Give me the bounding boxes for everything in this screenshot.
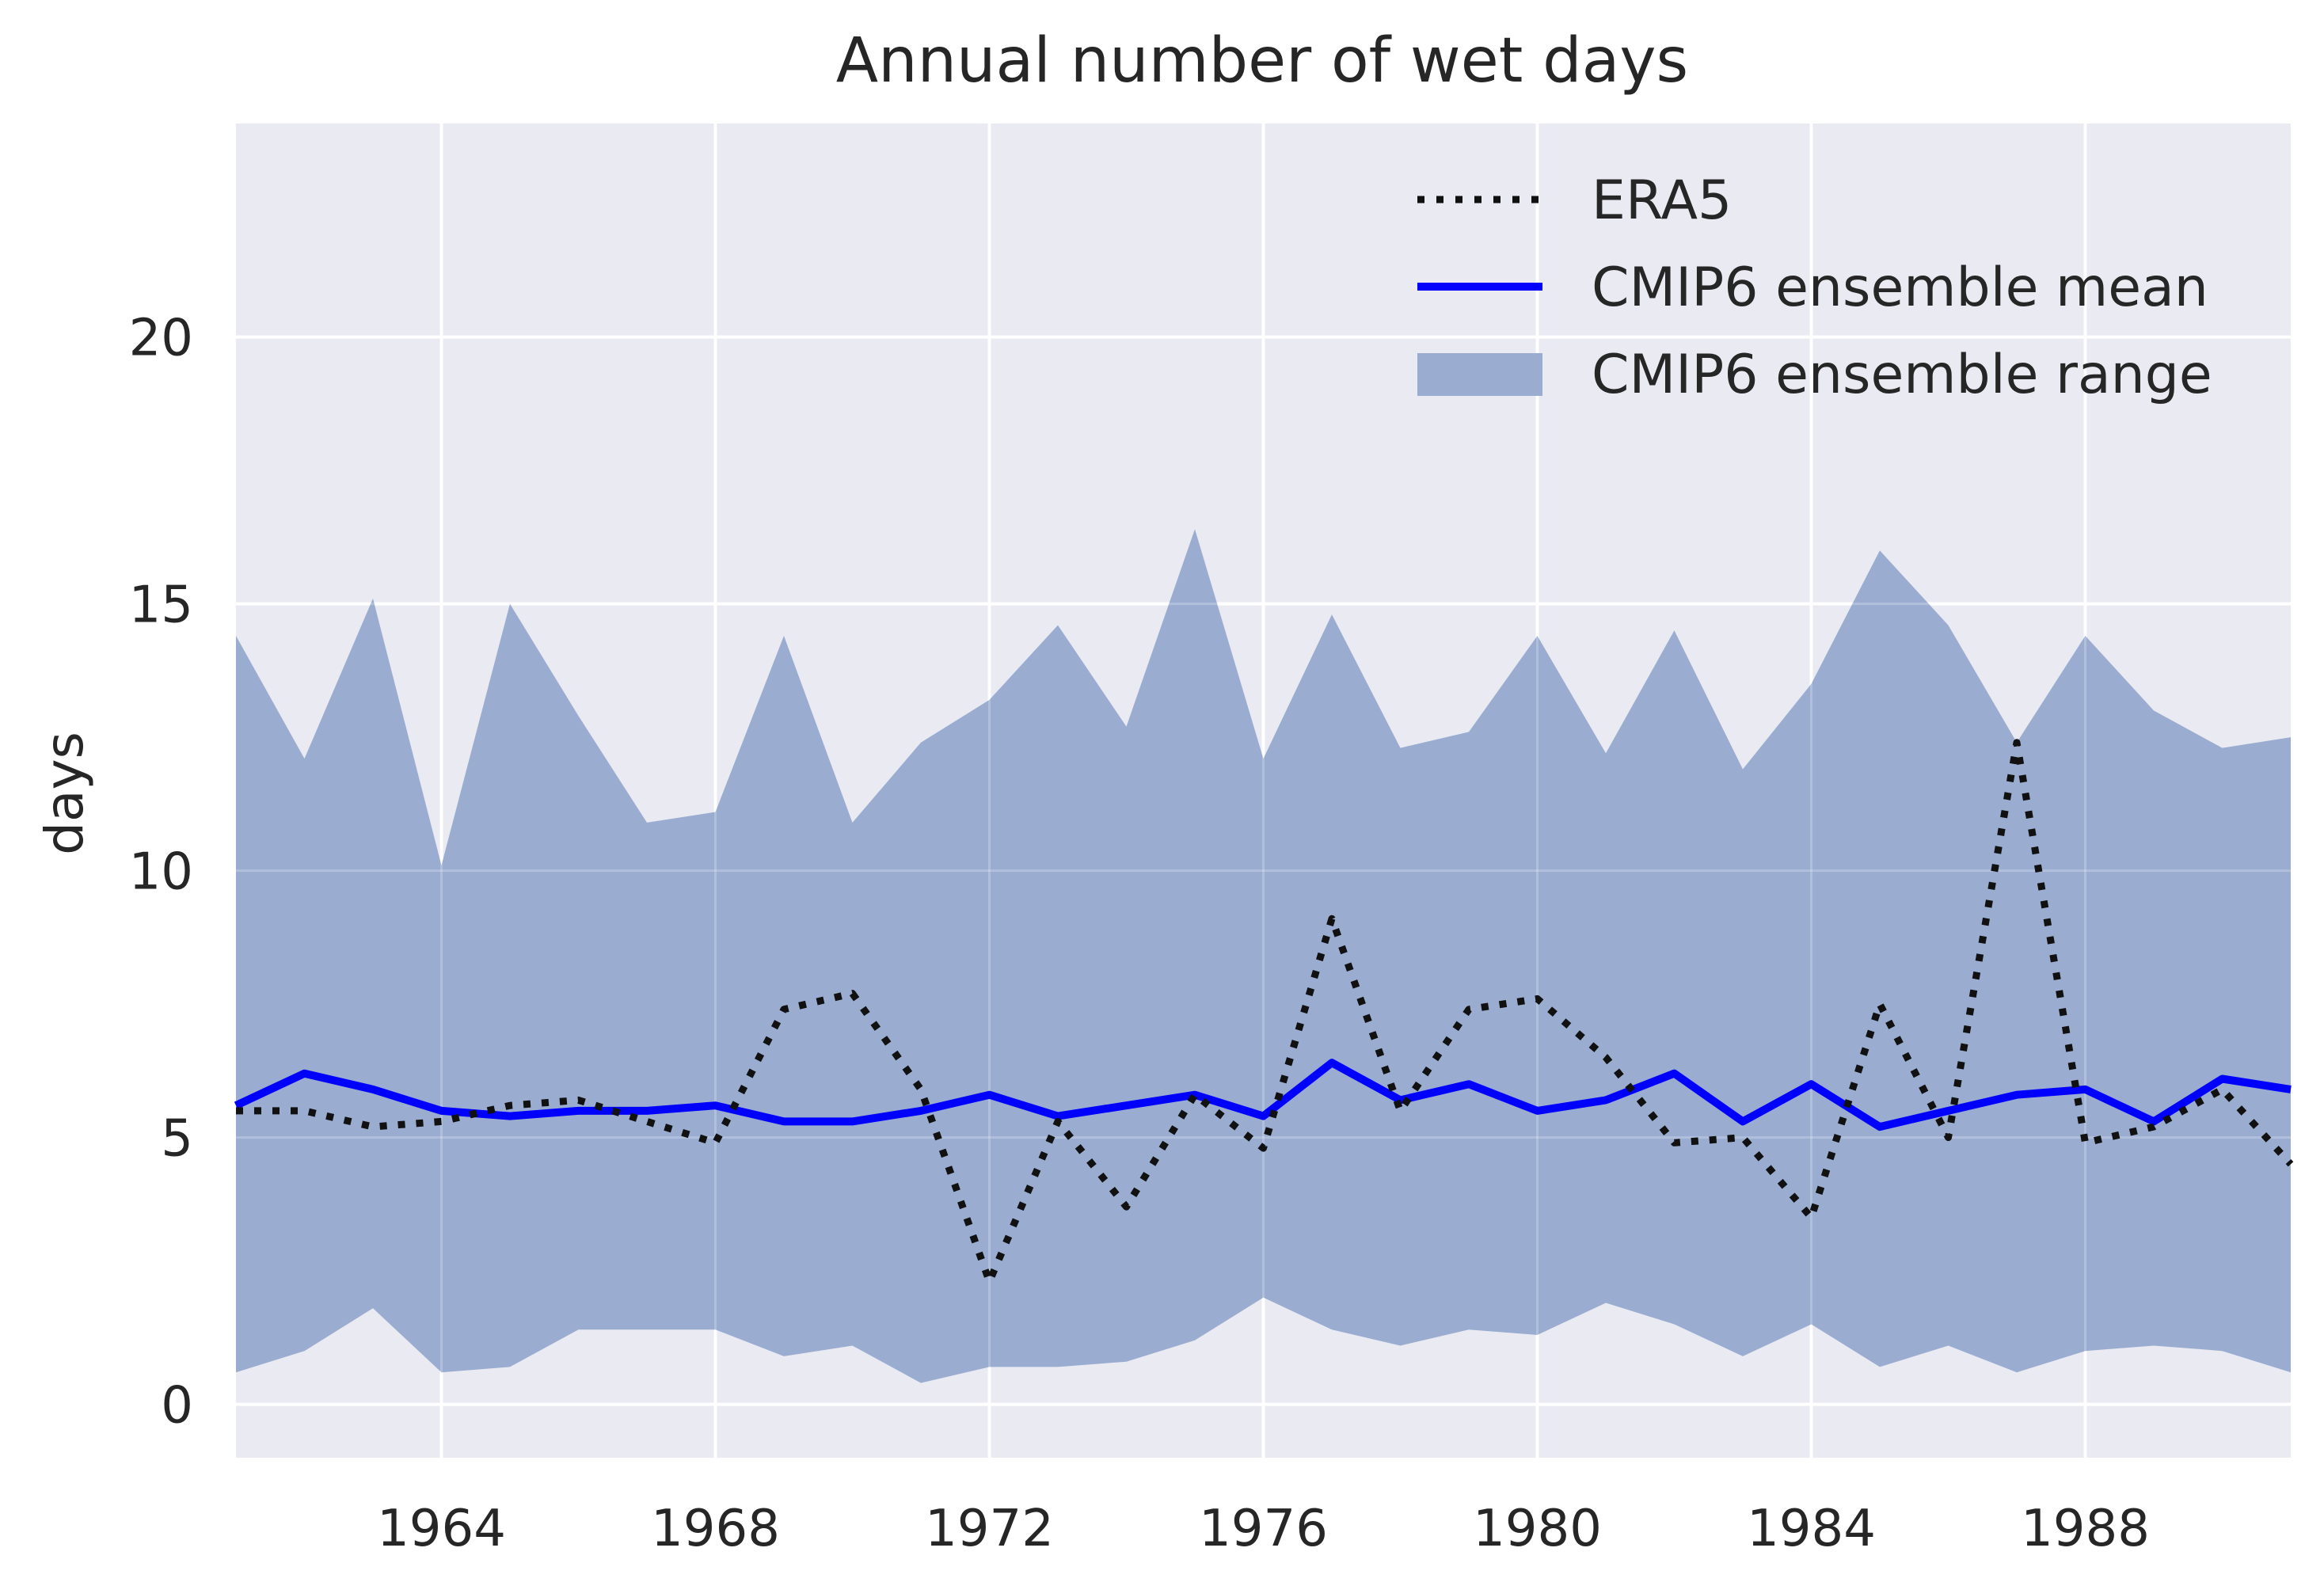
y-tick-label-5: 5	[161, 1110, 193, 1169]
y-tick-label-15: 15	[129, 576, 193, 635]
x-tick-label-1980: 1980	[1473, 1500, 1602, 1558]
x-tick-label-1964: 1964	[377, 1500, 506, 1558]
x-tick-label-1984: 1984	[1747, 1500, 1876, 1558]
x-axis-ticks: 1964 1968 1972 1976 1980 1984 1988	[377, 1500, 2150, 1558]
y-tick-label-10: 10	[129, 843, 193, 902]
legend-era5-label: ERA5	[1592, 169, 1732, 232]
ensemble-mean-line	[234, 1059, 2292, 1131]
legend-mean-label: CMIP6 ensemble mean	[1592, 257, 2208, 319]
y-tick-label-20: 20	[129, 310, 193, 368]
era5-line	[236, 739, 2294, 1286]
legend: ERA5 CMIP6 ensemble mean CMIP6 ensemble …	[1417, 169, 2212, 406]
chart-title: Annual number of wet days	[836, 25, 1688, 97]
ensemble-range-layer	[236, 124, 2291, 1458]
y-axis-ticks: 0 5 10 15 20	[129, 310, 193, 1436]
x-tick-label-1976: 1976	[1199, 1500, 1328, 1558]
legend-range-swatch	[1417, 353, 1542, 396]
x-tick-label-1968: 1968	[651, 1500, 780, 1558]
x-tick-label-1988: 1988	[2021, 1500, 2150, 1558]
y-tick-label-0: 0	[161, 1377, 193, 1436]
ensemble-range-band	[236, 529, 2291, 1383]
series-lines	[234, 739, 2294, 1286]
y-axis-label: days	[34, 732, 95, 855]
legend-range-label: CMIP6 ensemble range	[1592, 344, 2212, 406]
x-tick-label-1972: 1972	[925, 1500, 1054, 1558]
